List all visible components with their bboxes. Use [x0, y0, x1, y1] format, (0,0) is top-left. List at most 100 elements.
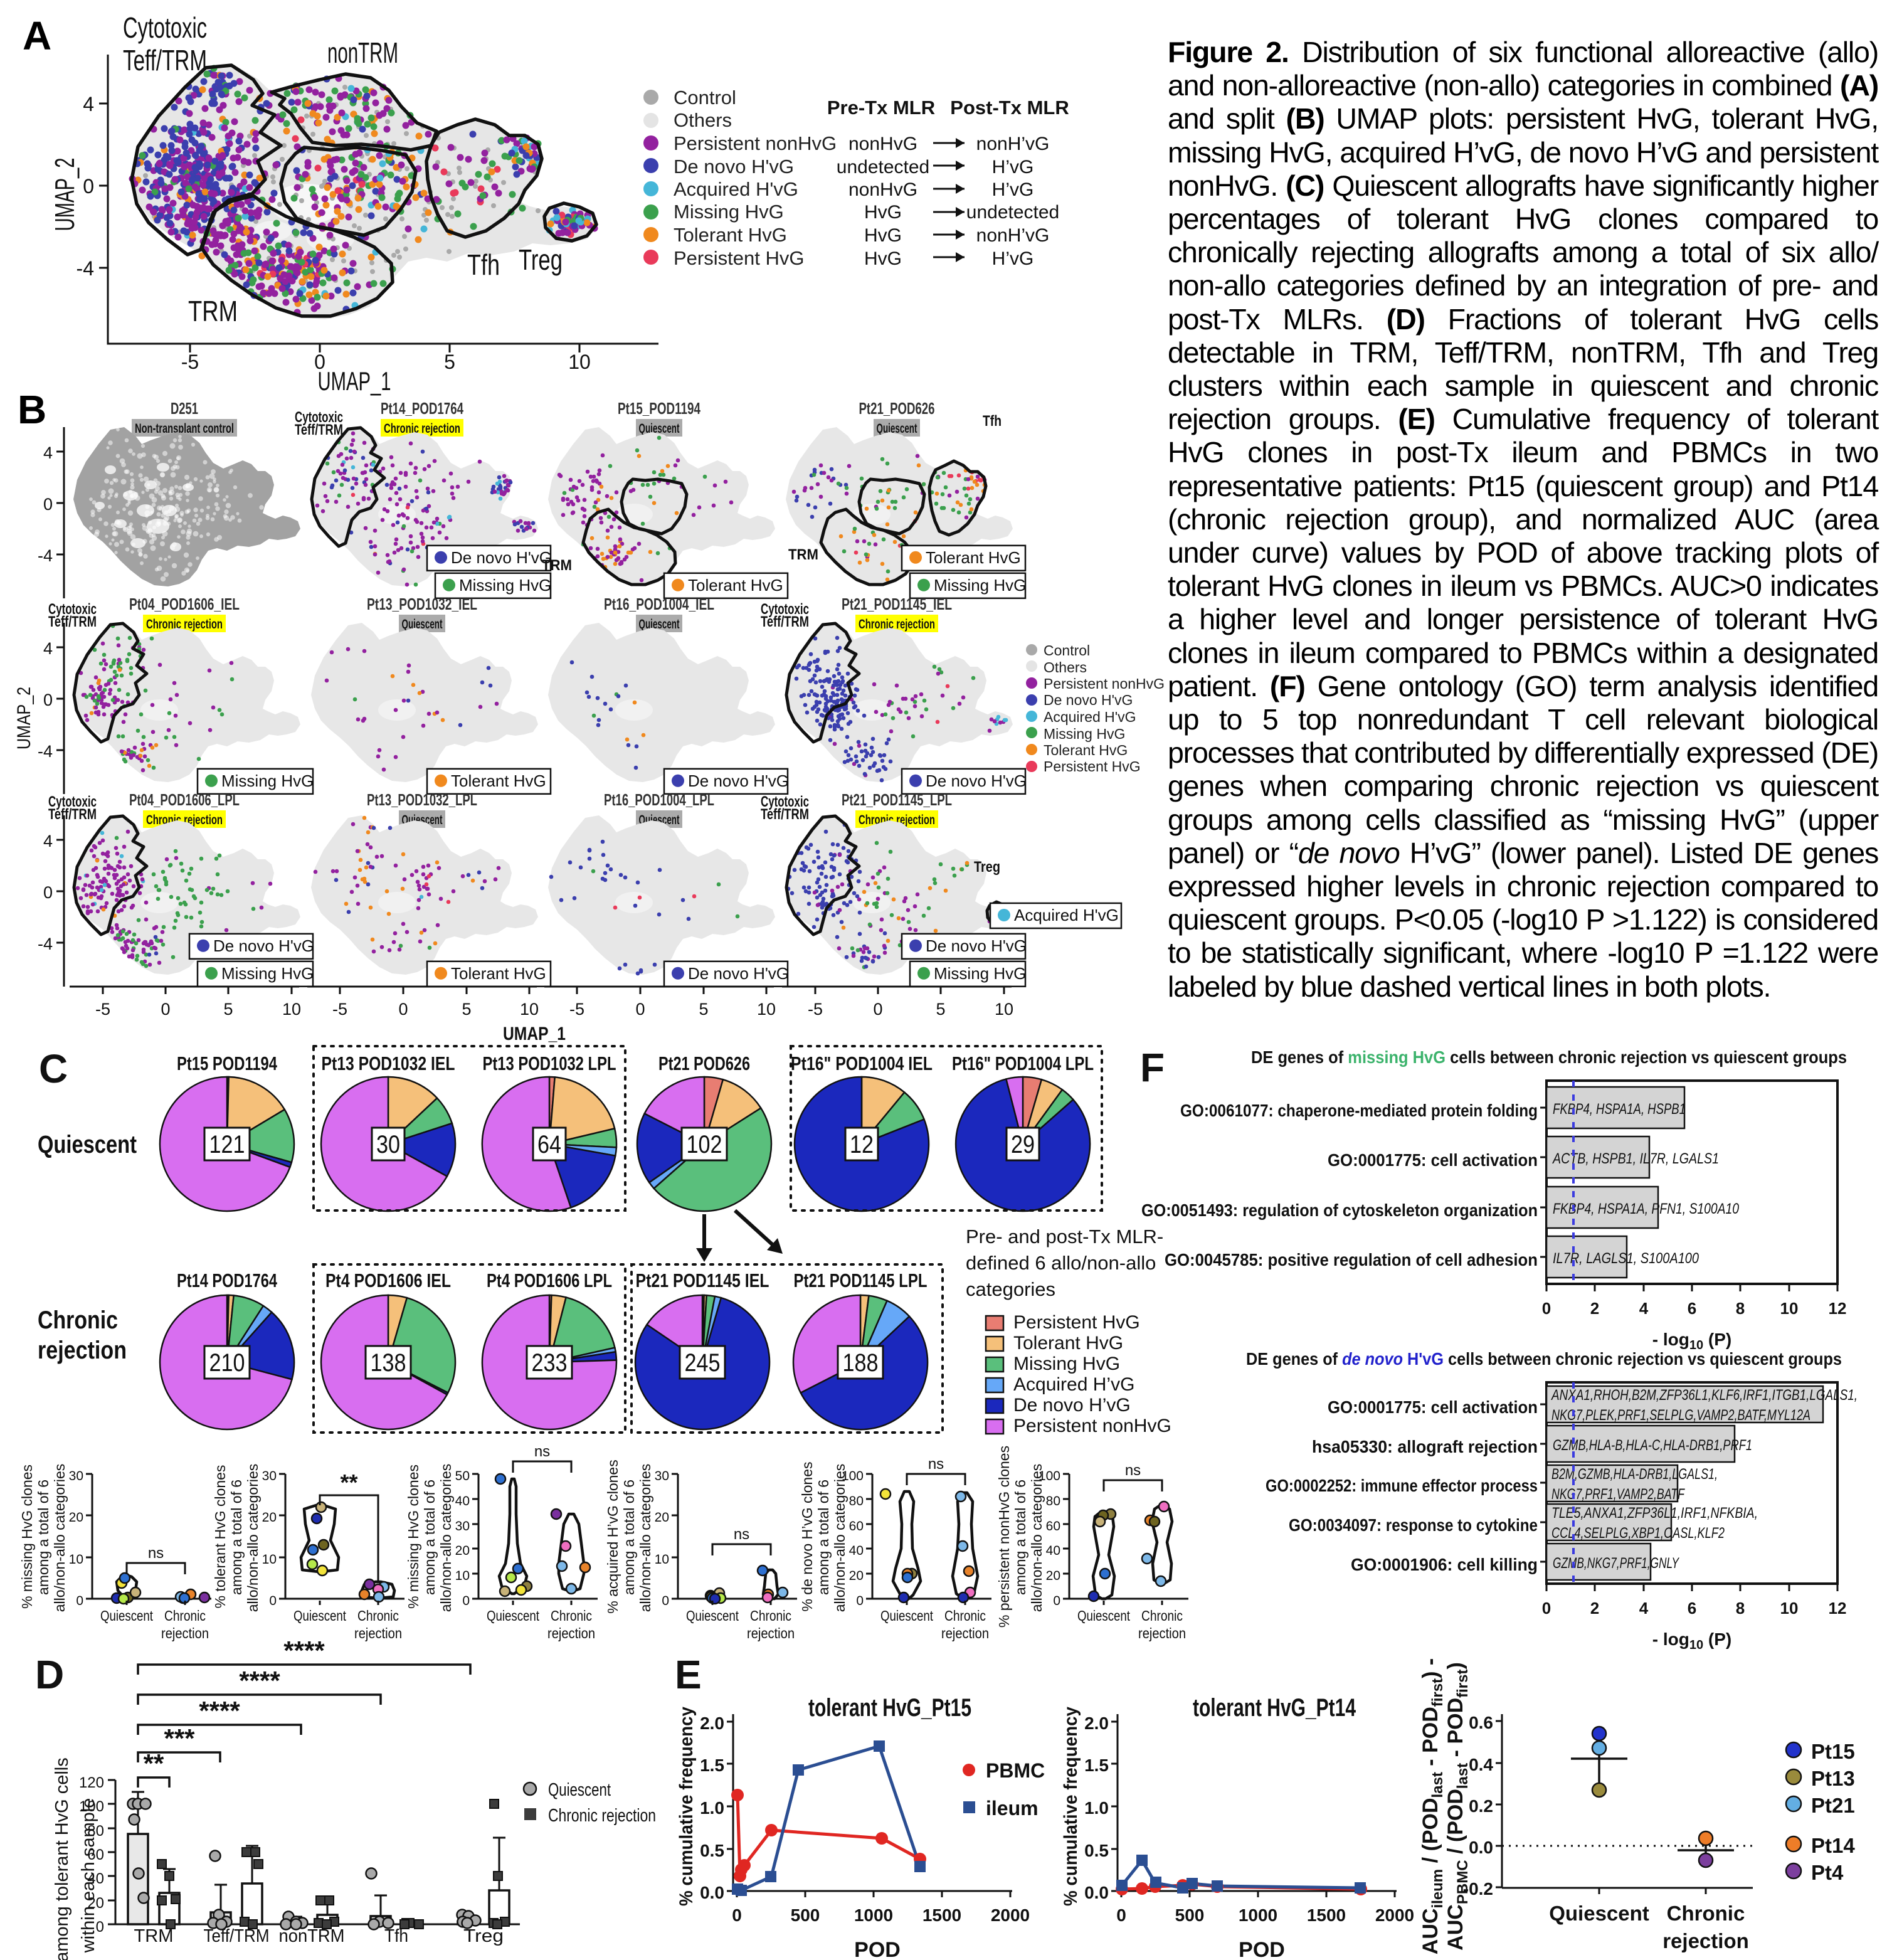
svg-text:0.5: 0.5 — [700, 1841, 724, 1860]
svg-text:0: 0 — [269, 1594, 277, 1608]
svg-text:****: **** — [283, 1636, 325, 1665]
svg-text:De novo H'vG: De novo H'vG — [674, 156, 794, 177]
svg-text:GZMB,HLA-B,HLA-C,HLA-DRB1,PRF1: GZMB,HLA-B,HLA-C,HLA-DRB1,PRF1 — [1553, 1437, 1752, 1454]
svg-text:Chronic rejection: Chronic rejection — [859, 617, 935, 632]
svg-text:De novo H'vG: De novo H'vG — [926, 936, 1027, 955]
svg-text:40: 40 — [1046, 1544, 1060, 1558]
svg-text:% tolerant HvG clones: % tolerant HvG clones — [212, 1465, 228, 1609]
svg-text:0: 0 — [43, 883, 53, 902]
svg-text:0.5: 0.5 — [1084, 1841, 1109, 1860]
svg-text:-5: -5 — [181, 351, 199, 373]
svg-text:UMAP_1: UMAP_1 — [503, 1024, 566, 1044]
svg-text:Pt21_POD626: Pt21_POD626 — [859, 399, 935, 418]
svg-text:Missing HvG: Missing HvG — [1013, 1353, 1120, 1374]
svg-text:30: 30 — [262, 1469, 277, 1483]
svg-text:-5: -5 — [808, 1000, 823, 1019]
svg-text:Pt15: Pt15 — [1811, 1740, 1855, 1763]
svg-text:tolerant HvG_Pt14: tolerant HvG_Pt14 — [1193, 1694, 1356, 1722]
svg-text:Treg: Treg — [974, 859, 1000, 876]
svg-text:ns: ns — [534, 1443, 550, 1460]
svg-text:rejection: rejection — [941, 1625, 989, 1641]
svg-text:30: 30 — [376, 1131, 400, 1158]
svg-text:0: 0 — [161, 1000, 170, 1019]
svg-text:Acquired H'vG: Acquired H'vG — [1014, 906, 1119, 924]
svg-text:188: 188 — [843, 1349, 879, 1377]
svg-text:233: 233 — [532, 1349, 568, 1377]
svg-text:30: 30 — [455, 1519, 470, 1534]
svg-text:1000: 1000 — [854, 1905, 893, 1925]
svg-text:De novo H'vG: De novo H'vG — [688, 964, 789, 983]
svg-text:Missing HvG: Missing HvG — [1044, 726, 1125, 742]
svg-text:Pt21_POD1145_LPL: Pt21_POD1145_LPL — [842, 790, 952, 809]
svg-text:Tolerant HvG: Tolerant HvG — [451, 964, 546, 983]
svg-text:rejection: rejection — [161, 1625, 209, 1641]
svg-text:GO:0061077: chaperone-mediated: GO:0061077: chaperone-mediated protein f… — [1180, 1101, 1538, 1120]
svg-text:Teff/TRM: Teff/TRM — [204, 1926, 270, 1946]
svg-text:rejection: rejection — [1138, 1625, 1186, 1641]
svg-text:-4: -4 — [38, 546, 53, 565]
svg-text:hsa05330: allograft rejection: hsa05330: allograft rejection — [1312, 1437, 1538, 1456]
svg-text:Quiescent: Quiescent — [877, 421, 917, 436]
svg-text:10: 10 — [1780, 1599, 1799, 1618]
svg-text:Pt4: Pt4 — [1811, 1861, 1844, 1884]
svg-text:10: 10 — [262, 1552, 277, 1567]
svg-text:Pt13: Pt13 — [1811, 1767, 1855, 1790]
svg-text:Tolerant HvG: Tolerant HvG — [688, 576, 783, 595]
svg-text:1000: 1000 — [1239, 1905, 1277, 1925]
svg-text:ns: ns — [148, 1545, 164, 1562]
svg-text:**: ** — [340, 1470, 357, 1495]
svg-text:undetected: undetected — [837, 157, 929, 177]
svg-text:0: 0 — [856, 1594, 864, 1608]
svg-text:Pt13 POD1032 IEL: Pt13 POD1032 IEL — [322, 1052, 455, 1074]
svg-text:nonHvG: nonHvG — [848, 134, 917, 154]
svg-text:-4: -4 — [38, 935, 53, 953]
svg-text:Missing HvG: Missing HvG — [459, 576, 551, 595]
svg-text:0.4: 0.4 — [1469, 1755, 1493, 1774]
svg-text:8: 8 — [1736, 1599, 1745, 1618]
svg-text:nonTRM: nonTRM — [327, 36, 398, 69]
svg-text:10: 10 — [655, 1552, 669, 1567]
svg-text:IL7R, LAGLS1, S100A100: IL7R, LAGLS1, S100A100 — [1553, 1250, 1699, 1267]
svg-text:Tfh: Tfh — [384, 1926, 408, 1946]
svg-text:Pt16_POD1004_LPL: Pt16_POD1004_LPL — [604, 790, 714, 809]
svg-text:Acquired H’vG: Acquired H’vG — [1013, 1374, 1134, 1395]
svg-text:5: 5 — [462, 1000, 471, 1019]
svg-text:0: 0 — [1053, 1594, 1060, 1608]
svg-text:0: 0 — [43, 495, 53, 514]
svg-text:allo/non-allo categories: allo/non-allo categories — [438, 1464, 454, 1613]
svg-text:4: 4 — [1639, 1599, 1649, 1618]
svg-text:Quiescent: Quiescent — [639, 617, 680, 632]
svg-text:5: 5 — [936, 1000, 945, 1019]
svg-text:Teff/TRM: Teff/TRM — [761, 613, 809, 630]
svg-text:6: 6 — [1688, 1599, 1696, 1618]
svg-text:138: 138 — [371, 1349, 406, 1377]
svg-text:% cumulative frequency: % cumulative frequency — [1060, 1707, 1081, 1906]
svg-text:2.0: 2.0 — [700, 1714, 724, 1733]
svg-text:Chronic: Chronic — [551, 1608, 592, 1624]
svg-text:ACTB, HSPB1, IL7R, LGALS1: ACTB, HSPB1, IL7R, LGALS1 — [1551, 1150, 1719, 1167]
svg-text:AUCileum / (PODlast - PODfirst: AUCileum / (PODlast - PODfirst) - — [1419, 1658, 1446, 1954]
svg-text:Quiescent: Quiescent — [880, 1608, 933, 1624]
svg-text:Others: Others — [674, 109, 732, 131]
svg-text:0: 0 — [732, 1905, 742, 1925]
svg-text:Teff/TRM: Teff/TRM — [48, 613, 97, 630]
svg-text:1.0: 1.0 — [700, 1798, 724, 1818]
svg-text:DE genes of missing HvG cells: DE genes of missing HvG cells between ch… — [1251, 1047, 1847, 1067]
svg-text:Control: Control — [1044, 642, 1090, 659]
svg-text:Cytotoxic: Cytotoxic — [295, 409, 343, 426]
svg-text:Quiescent: Quiescent — [686, 1608, 739, 1624]
svg-text:among a total of 6: among a total of 6 — [815, 1480, 832, 1595]
svg-text:2000: 2000 — [1375, 1905, 1414, 1925]
svg-text:1.5: 1.5 — [1084, 1756, 1109, 1775]
svg-text:E: E — [675, 1652, 702, 1697]
svg-text:Quiescent: Quiescent — [293, 1608, 346, 1624]
svg-text:10: 10 — [757, 1000, 776, 1019]
svg-text:Chronic: Chronic — [944, 1608, 986, 1624]
svg-text:Missing HvG: Missing HvG — [674, 201, 784, 223]
svg-text:5: 5 — [444, 351, 455, 373]
svg-text:Pt15 POD1194: Pt15 POD1194 — [177, 1052, 278, 1074]
svg-text:De novo H’vG: De novo H’vG — [1013, 1395, 1131, 1416]
svg-text:0: 0 — [76, 1594, 83, 1608]
svg-text:102: 102 — [687, 1131, 722, 1158]
svg-text:1500: 1500 — [1307, 1905, 1346, 1925]
